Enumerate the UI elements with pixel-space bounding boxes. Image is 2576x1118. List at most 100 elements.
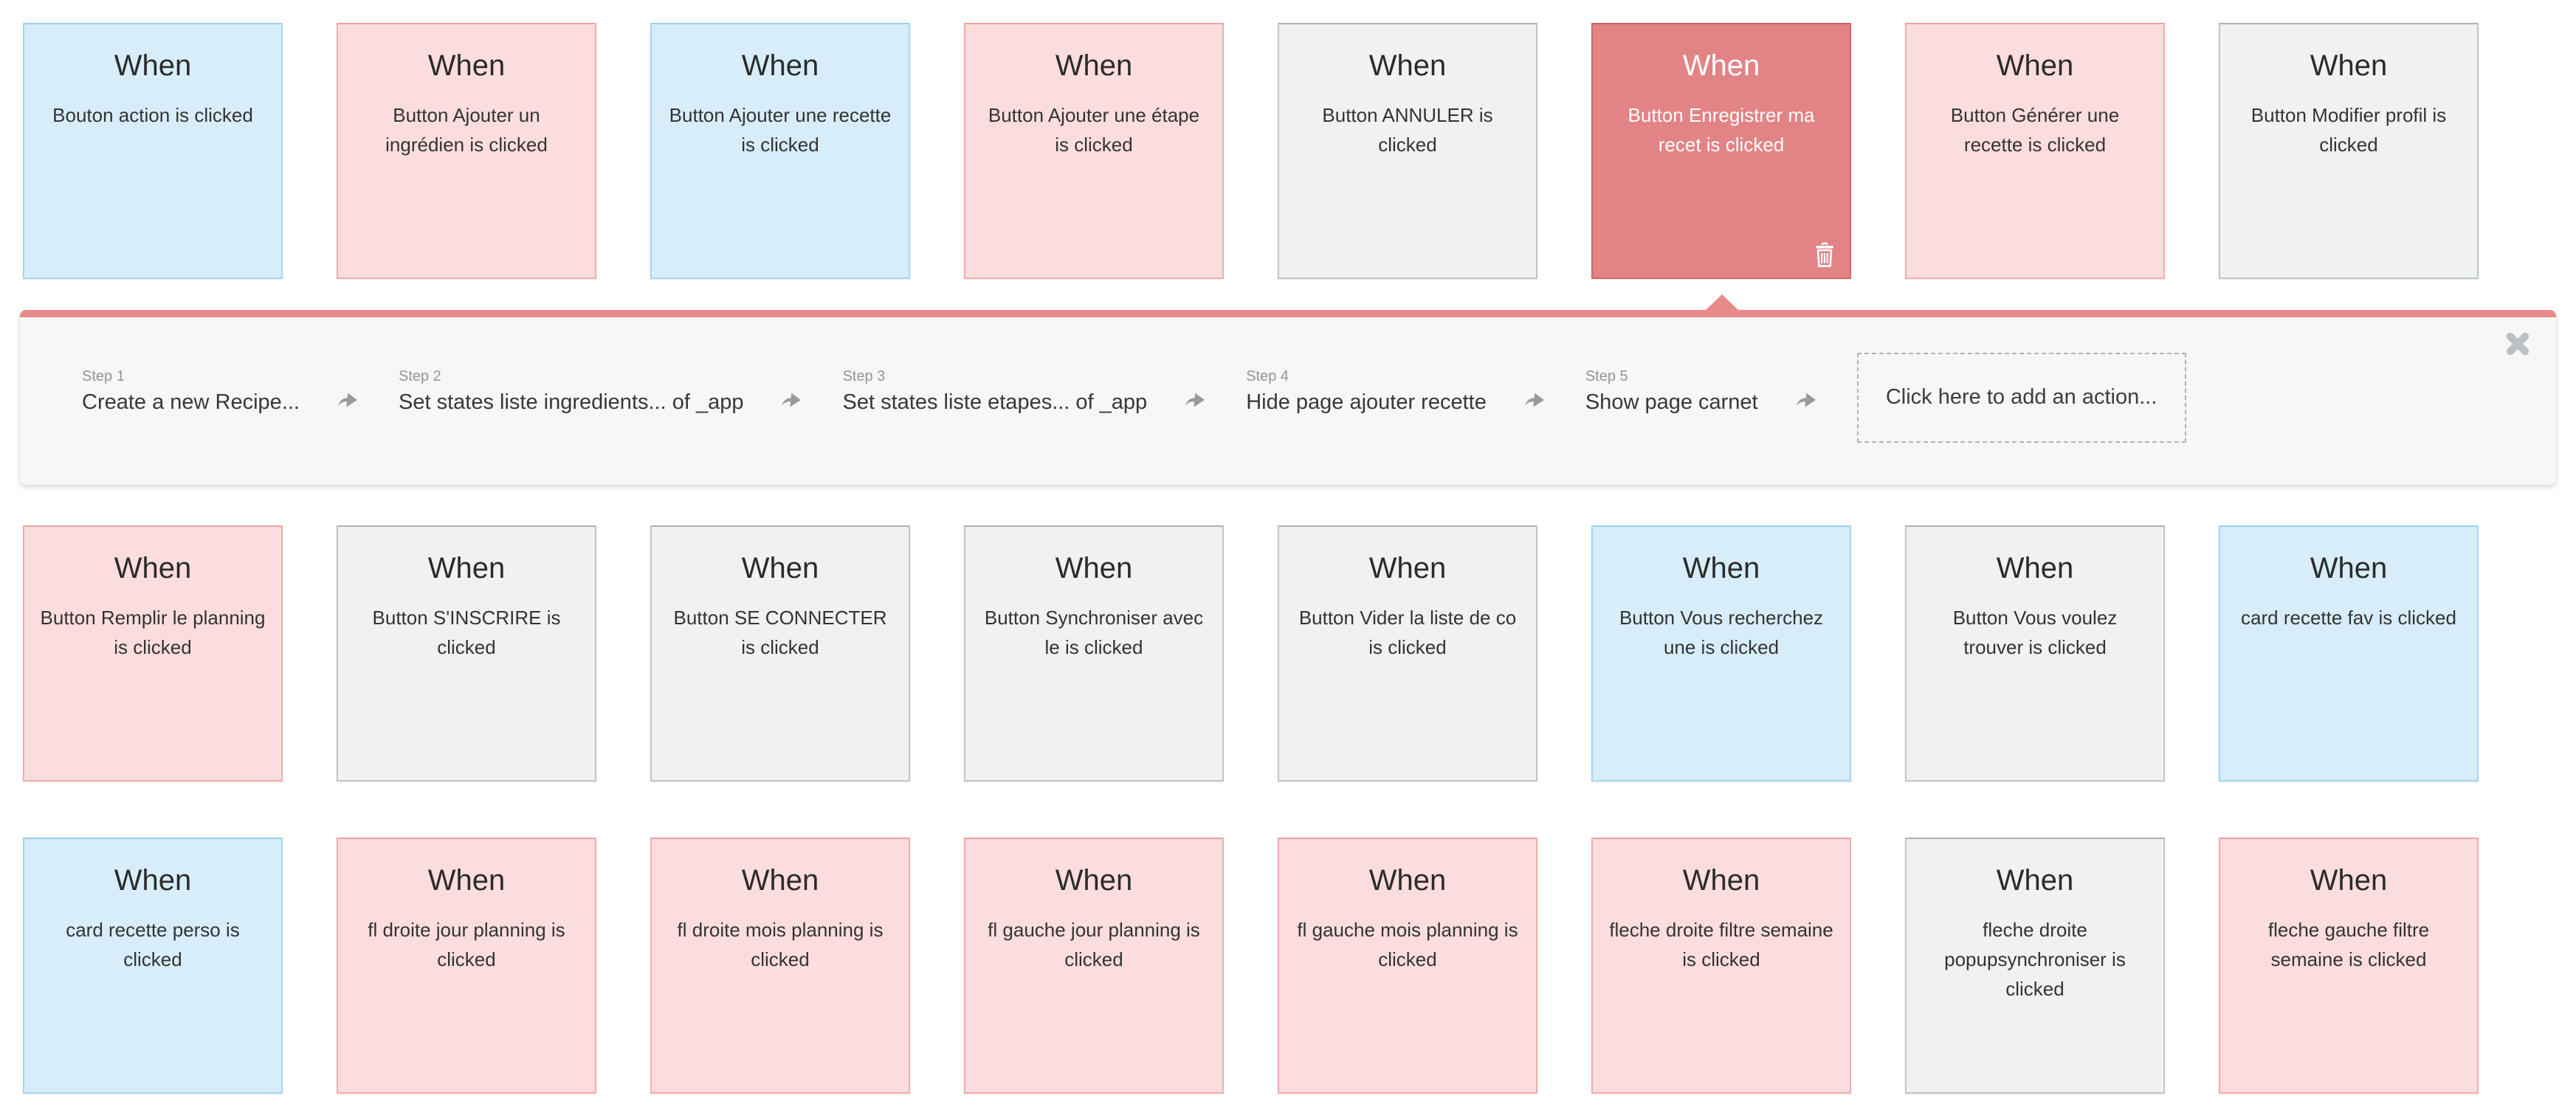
card-text: card recette perso is clicked [66,919,240,970]
card-text: Button SE CONNECTER is clicked [673,607,887,658]
step-action: Set states liste ingredients... of _app [398,390,744,414]
panel-caret [1705,294,1739,311]
when-card[interactable]: When Button Enregistrer ma recet is clic… [1591,23,1851,279]
card-title: When [1368,552,1447,584]
card-text: Button Générer une recette is clicked [1950,104,2120,156]
when-card[interactable]: When Button Ajouter une recette is click… [650,23,910,279]
card-title: When [2310,864,2388,897]
when-card[interactable]: When fl droite mois planning is clicked [650,838,910,1094]
when-card[interactable]: When Button Vider la liste de co is clic… [1278,525,1537,781]
card-text: Button Modifier profil is clicked [2250,104,2447,156]
card-text: fl droite mois planning is clicked [677,919,884,970]
step-label: Step 4 [1246,368,1289,384]
cards-row-bottom: When card recette perso is clicked When … [0,838,2576,1094]
when-card[interactable]: When Button Vous voulez trouver is click… [1905,525,2165,781]
card-title: When [114,49,192,82]
step-action: Show page carnet [1585,390,1758,414]
card-title: When [1682,552,1760,584]
card-title: When [427,49,506,82]
card-text: Button Vous recherchez une is clicked [1619,607,1824,658]
arrow-right-icon [782,393,802,407]
close-icon [2506,332,2529,356]
when-card[interactable]: When fl gauche jour planning is clicked [964,838,1224,1094]
when-card[interactable]: When card recette perso is clicked [23,838,283,1094]
when-card[interactable]: When card recette fav is clicked [2219,525,2479,781]
when-card[interactable]: When fleche gauche filtre semaine is cli… [2219,838,2479,1094]
step-label: Step 1 [82,368,125,384]
card-text: fleche gauche filtre semaine is clicked [2267,919,2430,970]
cards-row-top: When Bouton action is clicked When Butto… [0,23,2576,279]
when-card[interactable]: When fleche droite popupsynchroniser is … [1905,838,2165,1094]
arrow-right-icon [1185,393,1205,407]
close-panel-button[interactable] [2504,331,2531,357]
when-card[interactable]: When Button Ajouter une étape is clicked [964,23,1224,279]
card-title: When [2310,49,2388,82]
step-item[interactable]: Step 5 Show page carnet [1585,368,1758,415]
when-card[interactable]: When Button Modifier profil is clicked [2219,23,2479,279]
step-label: Step 2 [398,368,441,384]
card-text: fleche droite popupsynchroniser is click… [1944,919,2126,1000]
card-text: Button Ajouter une étape is clicked [988,104,1200,156]
card-title: When [1996,49,2074,82]
when-card[interactable]: When fleche droite filtre semaine is cli… [1591,838,1851,1094]
card-title: When [1682,864,1760,897]
card-text: Button Synchroniser avec le is clicked [984,607,1204,658]
step-action: Hide page ajouter recette [1246,390,1487,414]
panel-body: Step 1 Create a new Recipe... Step 2 Set… [20,317,2556,485]
card-text: Bouton action is clicked [52,104,253,126]
card-text: Button Enregistrer ma recet is clicked [1628,104,1815,156]
card-title: When [2310,552,2388,584]
card-title: When [741,49,819,82]
card-title: When [1682,49,1760,82]
when-card[interactable]: When Bouton action is clicked [23,23,283,279]
card-title: When [1055,552,1133,584]
card-title: When [1055,49,1133,82]
card-title: When [1996,552,2074,584]
card-title: When [427,552,506,584]
step-item[interactable]: Step 1 Create a new Recipe... [82,368,300,415]
when-card[interactable]: When Button Générer une recette is click… [1905,23,2165,279]
card-title: When [427,864,506,897]
when-card[interactable]: When Button Synchroniser avec le is clic… [964,525,1224,781]
card-title: When [1055,864,1133,897]
card-text: fl gauche jour planning is clicked [988,919,1200,970]
when-card[interactable]: When fl droite jour planning is clicked [337,838,596,1094]
when-card[interactable]: When Button ANNULER is clicked [1278,23,1537,279]
card-text: fleche droite filtre semaine is clicked [1609,919,1833,970]
card-text: fl gauche mois planning is clicked [1297,919,1518,970]
action-steps-panel: Step 1 Create a new Recipe... Step 2 Set… [20,294,2556,485]
step-label: Step 5 [1585,368,1628,384]
card-title: When [1996,864,2074,897]
card-text: Button Remplir le planning is clicked [40,607,266,658]
card-title: When [1368,49,1447,82]
card-text: Button ANNULER is clicked [1322,104,1493,156]
when-card[interactable]: When Button Remplir le planning is click… [23,525,283,781]
when-card[interactable]: When fl gauche mois planning is clicked [1278,838,1537,1094]
card-text: card recette fav is clicked [2241,607,2456,629]
step-item[interactable]: Step 2 Set states liste ingredients... o… [399,368,744,415]
step-item[interactable]: Step 4 Hide page ajouter recette [1246,368,1487,415]
trash-icon[interactable] [1813,242,1836,269]
cards-row-middle: When Button Remplir le planning is click… [0,525,2576,781]
card-title: When [741,864,819,897]
step-action: Create a new Recipe... [82,390,300,414]
card-text: Button Vider la liste de co is clicked [1298,607,1517,658]
step-item[interactable]: Step 3 Set states liste etapes... of _ap… [842,368,1147,415]
card-title: When [114,552,192,584]
when-card[interactable]: When Button S'INSCRIRE is clicked [337,525,596,781]
card-text: Button Ajouter un ingrédien is clicked [385,104,548,156]
card-text: Button S'INSCRIRE is clicked [372,607,561,658]
when-card[interactable]: When Button SE CONNECTER is clicked [650,525,910,781]
when-card[interactable]: When Button Vous recherchez une is click… [1591,525,1851,781]
add-action-button[interactable]: Click here to add an action... [1856,352,2186,443]
arrow-right-icon [1796,393,1816,407]
when-card[interactable]: When Button Ajouter un ingrédien is clic… [337,23,596,279]
card-text: fl droite jour planning is clicked [368,919,565,970]
card-title: When [114,864,192,897]
card-text: Button Ajouter une recette is clicked [669,104,892,156]
arrow-right-icon [1524,393,1544,407]
step-label: Step 3 [842,368,886,384]
panel-top-bar [20,310,2556,317]
card-title: When [1368,864,1447,897]
